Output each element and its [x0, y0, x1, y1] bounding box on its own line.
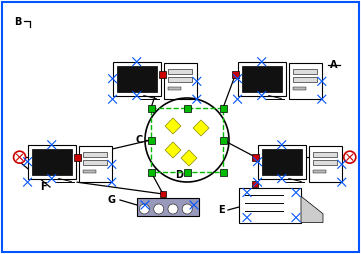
Bar [238, 62, 286, 96]
Text: G: G [108, 195, 116, 205]
Text: E: E [218, 205, 225, 215]
Bar [148, 104, 155, 112]
Bar [219, 168, 226, 176]
Bar [293, 87, 306, 90]
Bar [293, 69, 317, 74]
Polygon shape [301, 196, 323, 223]
Bar [168, 69, 192, 74]
Bar [257, 145, 306, 179]
Bar [219, 104, 226, 112]
Circle shape [168, 204, 178, 214]
Text: A: A [330, 60, 338, 70]
Text: F: F [40, 182, 47, 192]
Bar [232, 71, 239, 78]
Bar [79, 147, 112, 182]
Bar [242, 66, 282, 91]
Polygon shape [165, 118, 181, 134]
Bar [164, 64, 197, 99]
Bar [148, 136, 155, 144]
Circle shape [14, 151, 26, 163]
Bar [313, 170, 326, 173]
Bar [293, 77, 317, 82]
Circle shape [344, 151, 356, 163]
Polygon shape [181, 150, 197, 166]
Bar [252, 181, 258, 186]
Bar [83, 170, 96, 173]
Text: B: B [14, 17, 21, 27]
Bar [137, 198, 199, 216]
Text: D: D [175, 170, 183, 180]
Bar [313, 152, 336, 157]
Bar [27, 145, 76, 179]
Bar [183, 104, 191, 112]
Bar [151, 108, 223, 172]
Circle shape [139, 204, 149, 214]
Bar [31, 149, 72, 174]
Text: C: C [136, 135, 143, 145]
Bar [289, 64, 322, 99]
Bar [83, 152, 106, 157]
Circle shape [182, 204, 192, 214]
Bar [160, 191, 166, 197]
Bar [83, 160, 106, 165]
Bar [262, 149, 302, 174]
Bar [183, 168, 191, 176]
Bar [74, 154, 81, 161]
Bar [239, 187, 301, 223]
Polygon shape [193, 120, 209, 136]
Bar [219, 136, 226, 144]
Bar [148, 168, 155, 176]
Polygon shape [165, 142, 181, 158]
Bar [252, 154, 259, 161]
Bar [113, 62, 161, 96]
Bar [158, 71, 166, 78]
Circle shape [154, 204, 164, 214]
Bar [313, 160, 336, 165]
Bar [168, 87, 181, 90]
Bar [117, 66, 157, 91]
Bar [309, 147, 342, 182]
Bar [168, 77, 192, 82]
